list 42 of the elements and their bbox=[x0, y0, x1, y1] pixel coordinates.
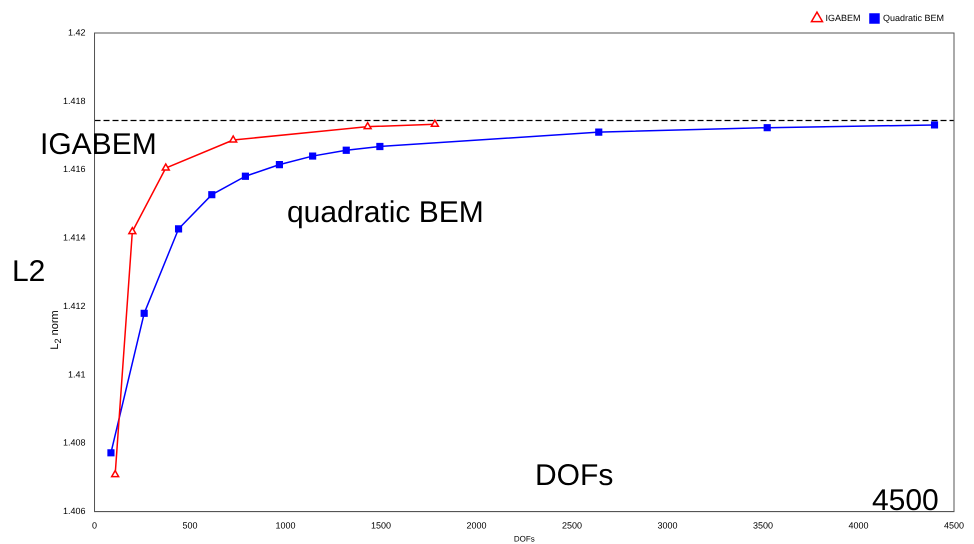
point bbox=[107, 449, 115, 456]
x-tick-label: 4000 bbox=[848, 520, 869, 530]
x-tick-label: 500 bbox=[182, 520, 198, 530]
x-tick-label: 2000 bbox=[466, 520, 487, 530]
x-tick-label: 1500 bbox=[371, 520, 392, 530]
x-tick-label: 4500 bbox=[944, 520, 964, 530]
point bbox=[140, 310, 148, 317]
point bbox=[930, 121, 938, 129]
y-tick-label: 1.42 bbox=[68, 27, 86, 38]
point bbox=[276, 161, 283, 168]
annotation: DOFs bbox=[535, 459, 614, 493]
y-tick-label: 1.416 bbox=[62, 164, 86, 174]
y-tick-label: 1.406 bbox=[62, 506, 86, 516]
x-tick-label: 0 bbox=[92, 520, 98, 530]
legend-label: IGABEM bbox=[825, 12, 860, 23]
x-tick-label: 3500 bbox=[752, 520, 774, 530]
point bbox=[342, 146, 350, 154]
x-tick-label: 2500 bbox=[562, 520, 582, 530]
legend-label: Quadratic BEM bbox=[882, 12, 944, 23]
x-axis-title: DOFs bbox=[514, 534, 535, 544]
point bbox=[363, 122, 372, 130]
point bbox=[174, 225, 182, 232]
point bbox=[228, 135, 238, 143]
y-tick-label: 1.418 bbox=[62, 96, 86, 106]
y-tick-label: 1.408 bbox=[62, 438, 86, 448]
x-tick-label: 3000 bbox=[657, 520, 678, 530]
point bbox=[309, 152, 316, 160]
y-tick-label: 1.412 bbox=[62, 300, 86, 311]
point bbox=[208, 191, 216, 198]
point bbox=[595, 128, 602, 136]
point bbox=[110, 470, 120, 478]
y-tick-label: 1.41 bbox=[68, 369, 86, 380]
point bbox=[242, 172, 249, 180]
point bbox=[430, 120, 440, 128]
point bbox=[162, 163, 170, 171]
text: L2 bbox=[12, 255, 46, 289]
y-tick-label: 1.414 bbox=[62, 232, 86, 243]
point bbox=[376, 142, 384, 150]
x-tick-label: 1000 bbox=[276, 520, 296, 530]
annotation: quadratic BEM bbox=[287, 196, 484, 230]
point bbox=[764, 124, 771, 132]
point bbox=[128, 226, 137, 234]
